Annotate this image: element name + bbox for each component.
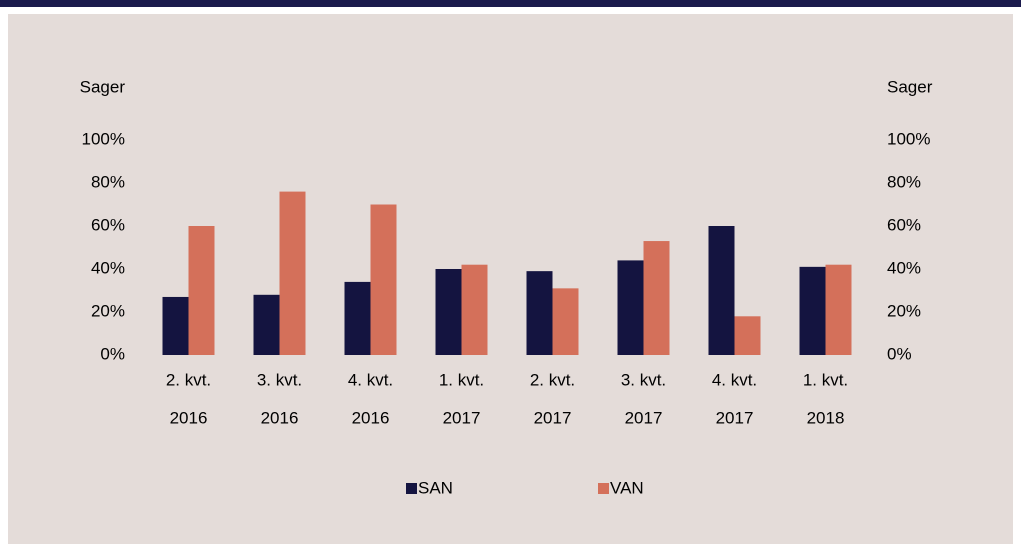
- y-axis-label: Sager: [80, 77, 126, 96]
- bar: [617, 260, 644, 355]
- y-tick-label: 0%: [100, 344, 125, 363]
- legend-swatch: [406, 483, 417, 494]
- x-tick-label: 4. kvt.: [348, 370, 393, 389]
- y-tick-label: 20%: [91, 301, 125, 320]
- y2-axis-label: Sager: [887, 77, 933, 96]
- bar: [188, 226, 215, 355]
- bar: [825, 264, 852, 355]
- bar: [370, 204, 397, 355]
- y2-tick-label: 40%: [887, 258, 921, 277]
- x-tick-label: 2016: [170, 408, 208, 427]
- bar: [253, 294, 280, 355]
- bar: [708, 226, 735, 355]
- y2-tick-label: 20%: [887, 301, 921, 320]
- x-tick-label: 2017: [625, 408, 663, 427]
- y2-tick-label: 60%: [887, 215, 921, 234]
- x-tick-label: 2. kvt.: [166, 370, 211, 389]
- bar: [734, 316, 761, 355]
- x-tick-label: 4. kvt.: [712, 370, 757, 389]
- x-tick-label: 3. kvt.: [621, 370, 666, 389]
- bar: [461, 264, 488, 355]
- y2-tick-label: 100%: [887, 129, 930, 148]
- x-tick-label: 1. kvt.: [803, 370, 848, 389]
- x-tick-label: 2017: [534, 408, 572, 427]
- x-tick-label: 2017: [443, 408, 481, 427]
- legend-label: SAN: [418, 478, 453, 497]
- bar: [552, 288, 579, 355]
- y-tick-label: 100%: [82, 129, 125, 148]
- bar: [344, 281, 371, 355]
- x-tick-label: 2018: [807, 408, 845, 427]
- x-tick-label: 3. kvt.: [257, 370, 302, 389]
- y-tick-label: 40%: [91, 258, 125, 277]
- header-bar: [0, 0, 1021, 7]
- legend-label: VAN: [610, 478, 644, 497]
- x-tick-label: 2. kvt.: [530, 370, 575, 389]
- y-tick-label: 80%: [91, 172, 125, 191]
- legend-swatch: [598, 483, 609, 494]
- x-tick-label: 2016: [261, 408, 299, 427]
- y-tick-label: 60%: [91, 215, 125, 234]
- y2-tick-label: 0%: [887, 344, 912, 363]
- bar: [799, 266, 826, 355]
- bar: [435, 269, 462, 355]
- chart-panel: [8, 14, 1013, 544]
- x-tick-label: 2016: [352, 408, 390, 427]
- x-tick-label: 1. kvt.: [439, 370, 484, 389]
- bar: [279, 191, 306, 355]
- y2-tick-label: 80%: [887, 172, 921, 191]
- x-tick-label: 2017: [716, 408, 754, 427]
- bar: [162, 296, 189, 355]
- bar: [526, 271, 553, 355]
- bar: [643, 241, 670, 355]
